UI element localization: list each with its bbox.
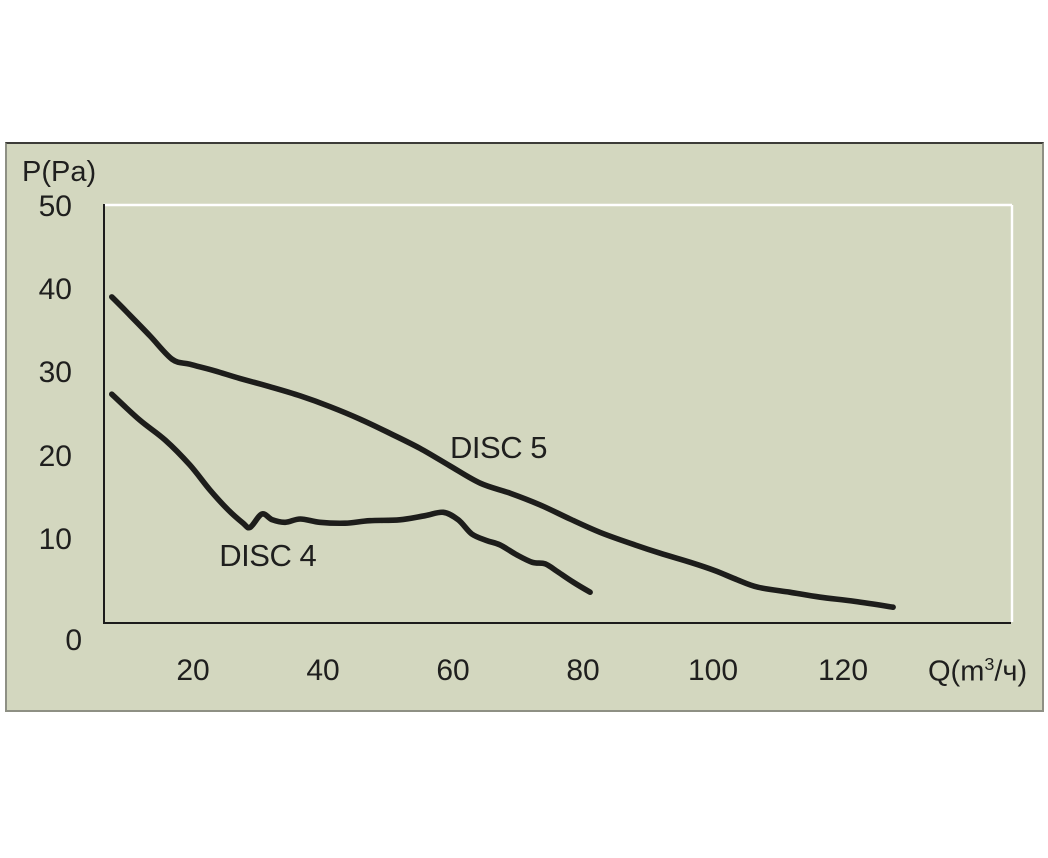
y-tick-label: 30 <box>38 356 72 390</box>
x-tick-label: 80 <box>566 654 600 687</box>
x-tick-label: 100 <box>687 654 739 687</box>
disc4-curve-label: DISC 4 <box>219 538 317 574</box>
disc4-curve <box>109 391 593 595</box>
x-axis-title-pre: Q(m <box>928 655 985 688</box>
x-tick-label: 40 <box>306 654 340 687</box>
y-tick-label: 0 <box>65 624 82 657</box>
y-tick-label: 50 <box>38 190 72 223</box>
x-tick-label: 120 <box>817 654 869 687</box>
y-tick-label: 10 <box>38 522 72 556</box>
x-axis-title-post: /ч) <box>994 655 1028 688</box>
y-tick-label: 40 <box>38 273 72 307</box>
y-axis-title: P(Pa) <box>22 156 97 188</box>
x-tick-label: 20 <box>176 654 210 687</box>
x-axis-title: Q(m3/ч) <box>928 654 1028 689</box>
chart-panel <box>5 142 1044 712</box>
y-tick-label: 20 <box>38 439 72 473</box>
x-axis-title-sup: 3 <box>984 654 995 674</box>
disc5-curve <box>109 294 896 610</box>
x-tick-label: 60 <box>436 654 470 687</box>
disc5-curve-label: DISC 5 <box>450 430 547 466</box>
